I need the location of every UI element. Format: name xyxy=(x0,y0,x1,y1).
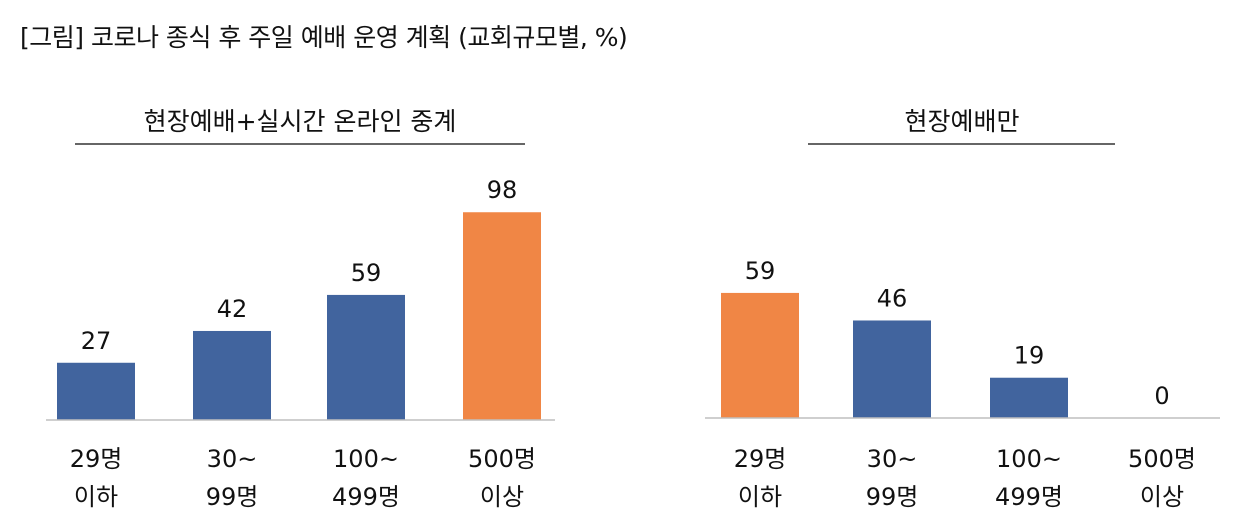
chart-1-value-label-3: 59 xyxy=(351,259,382,287)
chart-2-category-label-2-line-1: 30~ xyxy=(867,445,918,473)
chart-1-category-label-2-line-2: 99명 xyxy=(206,483,259,511)
chart-1-bar-1 xyxy=(57,362,135,420)
chart-1-bar-4 xyxy=(463,212,541,420)
chart-1-category-label-1-line-1: 29명 xyxy=(70,445,123,473)
chart-2-bar-1 xyxy=(721,292,799,418)
chart-1-category-label-2-line-1: 30~ xyxy=(207,445,258,473)
chart-1-bar-3 xyxy=(327,294,405,420)
chart-2-title: 현장예배만 xyxy=(904,107,1019,136)
chart-1-category-label-1-line-2: 이하 xyxy=(74,483,118,511)
chart-1-category-label-3-line-2: 499명 xyxy=(332,483,400,511)
chart-1-bar-2 xyxy=(193,330,271,420)
chart-1-category-label-3-line-1: 100~ xyxy=(333,445,399,473)
chart-1-value-label-1: 27 xyxy=(81,327,112,355)
chart-2-value-label-3: 19 xyxy=(1014,342,1045,370)
chart-1-value-label-2: 42 xyxy=(217,295,248,323)
chart-2-category-label-4-line-2: 이상 xyxy=(1140,483,1184,511)
chart-2-bar-3 xyxy=(990,377,1068,418)
chart-2-category-label-2-line-2: 99명 xyxy=(866,483,919,511)
chart-2-value-label-2: 46 xyxy=(877,284,908,312)
chart-2-bar-2 xyxy=(853,320,931,418)
figure-title: [그림] 코로나 종식 후 주일 예배 운영 계획 (교회규모별, %) xyxy=(20,23,628,52)
chart-1-category-label-4-line-2: 이상 xyxy=(480,483,524,511)
chart-2-category-label-3-line-2: 499명 xyxy=(995,483,1063,511)
chart-2-value-label-1: 59 xyxy=(745,257,776,285)
chart-2-category-label-1-line-2: 이하 xyxy=(738,483,782,511)
chart-2-category-label-3-line-1: 100~ xyxy=(996,445,1062,473)
chart-1-value-label-4: 98 xyxy=(487,176,518,204)
chart-2-category-label-1-line-1: 29명 xyxy=(734,445,787,473)
chart-2-value-label-4: 0 xyxy=(1154,382,1169,410)
chart-1-title: 현장예배+실시간 온라인 중계 xyxy=(144,107,457,136)
chart-1-category-label-4-line-1: 500명 xyxy=(468,445,536,473)
chart-2-category-label-4-line-1: 500명 xyxy=(1128,445,1196,473)
